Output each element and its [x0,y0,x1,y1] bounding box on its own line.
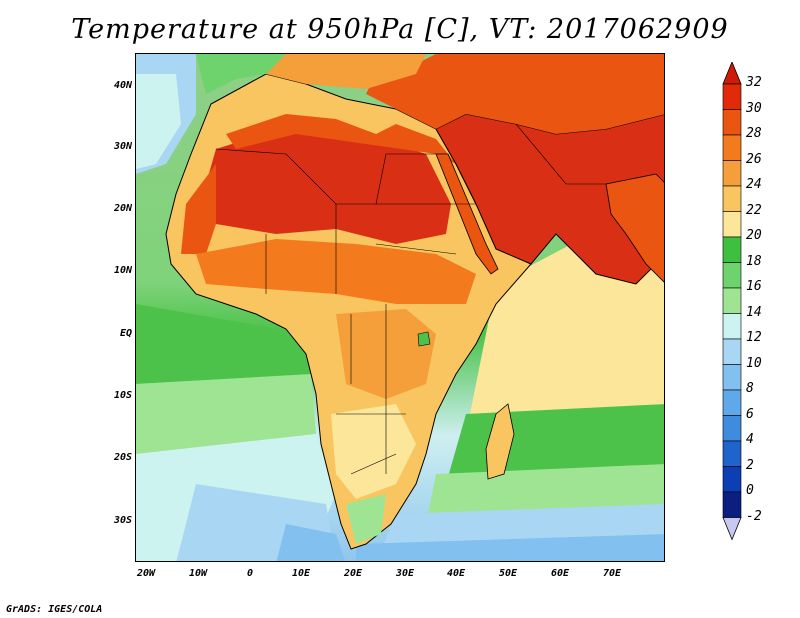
colorbar-segment [722,211,742,238]
southern-africa-mild [331,404,416,499]
colorbar-label: 24 [746,177,762,192]
colorbar-segment [722,338,742,365]
equatorial-atlantic-green [136,304,316,384]
lat-label-30n: 30N [113,141,132,152]
colorbar-label: 12 [746,330,762,345]
red-sea [435,153,499,275]
colorbar-label: 28 [746,126,762,141]
country-borders [215,123,606,475]
cape-blue [276,524,346,561]
colorbar-segment [722,236,742,263]
colorbar [722,62,742,541]
colorbar-segment [722,364,742,391]
colorbar-segment [722,440,742,467]
colorbar-segment [722,185,742,212]
colorbar-segment [722,134,742,161]
lon-label-30e: 30E [395,568,415,579]
map-title: Temperature at 950hPa [C], VT: 201706290… [71,14,729,45]
southern-ocean-blue [356,534,664,561]
colorbar-label: 2 [746,457,754,473]
colorbar-label: 26 [746,151,762,167]
west-sahara-warm [181,164,216,254]
map-svg [136,54,664,561]
lon-label-50e: 50E [498,568,518,579]
colorbar-label: 14 [746,304,762,320]
lon-label-10e: 10E [291,568,311,579]
credit-text: GrADS: IGES/COLA [6,604,103,615]
colorbar-label: 18 [746,253,762,269]
lat-label-20s: 20S [113,452,132,463]
madagascar [485,403,515,480]
india-subcontinent [605,173,664,283]
south-africa-cool [346,494,386,544]
colorbar-segment [722,160,742,187]
colorbar-segment [722,491,742,518]
colorbar-label: 22 [746,202,762,218]
lat-label-10s: 10S [113,390,132,401]
mediterranean-asia-warm [366,54,664,134]
atlantic-north-cool-2 [136,74,181,169]
iberia-cool [196,54,286,94]
lat-label-eq: EQ [119,328,132,339]
north-africa-warm [226,114,456,164]
colorbar-segment [722,313,742,340]
lon-label-0: 0 [246,568,254,579]
colorbar-bottom-arrow [722,517,742,541]
colorbar-label: 8 [746,381,754,396]
lat-label-10n: 10N [113,265,132,276]
lon-label-10w: 10W [188,568,208,579]
lon-label-40e: 40E [446,568,466,579]
lon-label-70e: 70E [602,568,622,579]
arabia-middle-east [435,113,664,285]
temperature-map [135,53,665,562]
colorbar-segment [722,466,742,493]
colorbar-label: 32 [746,75,762,90]
colorbar-top-arrow [722,62,742,85]
colorbar-segment [722,389,742,416]
colorbar-label: 6 [746,406,754,422]
colorbar-segment [722,262,742,289]
colorbar-label: 0 [746,483,754,498]
colorbar-label: -2 [746,508,762,524]
colorbar-label: 20 [746,228,762,243]
lon-label-60e: 60E [550,568,570,579]
colorbar-segment [722,415,742,442]
lon-label-20e: 20E [343,568,363,579]
colorbar-label: 30 [746,100,762,116]
lat-label-30s: 30S [113,515,132,526]
colorbar-label: 16 [746,279,762,294]
south-atlantic-lightgreen [136,374,316,454]
colorbar-segment [722,109,742,136]
colorbar-segment [722,287,742,314]
colorbar-label: 10 [746,355,762,371]
lat-label-20n: 20N [113,203,132,214]
colorbar-segment [722,83,742,110]
colorbar-label: 4 [746,432,754,447]
europe-warm [266,54,426,89]
lat-label-40n: 40N [113,80,132,91]
lon-label-20w: 20W [136,568,156,579]
lake-victoria [417,331,431,347]
